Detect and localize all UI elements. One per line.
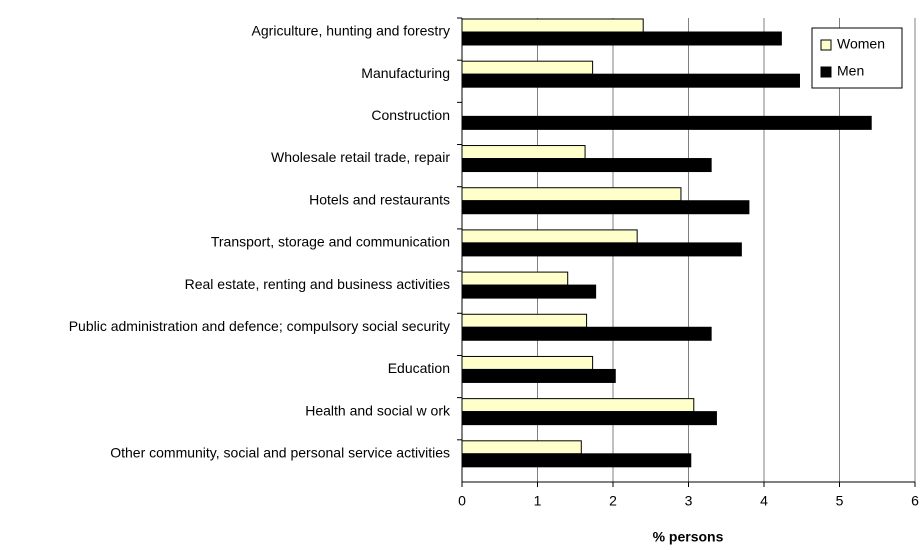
legend-label: Women bbox=[837, 36, 885, 52]
x-tick-label: 6 bbox=[911, 493, 919, 509]
y-tick-label: Transport, storage and communication bbox=[211, 234, 450, 250]
y-tick-label: Education bbox=[388, 360, 450, 376]
legend-swatch bbox=[820, 66, 832, 78]
bar bbox=[461, 229, 638, 244]
bar bbox=[461, 326, 712, 341]
y-tick-label: Agriculture, hunting and forestry bbox=[252, 23, 450, 39]
x-axis-label: % persons bbox=[653, 529, 724, 545]
bar bbox=[461, 398, 695, 413]
y-tick-label: Real estate, renting and business activi… bbox=[185, 276, 450, 292]
y-tick-label: Wholesale retail trade, repair bbox=[271, 149, 450, 165]
legend-label: Men bbox=[837, 63, 864, 79]
x-tick-label: 5 bbox=[836, 493, 844, 509]
x-tick-label: 2 bbox=[609, 493, 617, 509]
bar bbox=[461, 115, 872, 130]
x-tick-label: 1 bbox=[534, 493, 542, 509]
bar bbox=[461, 355, 594, 370]
bar bbox=[461, 284, 597, 299]
legend-box bbox=[811, 27, 903, 89]
bar bbox=[461, 242, 742, 257]
x-tick-label: 0 bbox=[458, 493, 466, 509]
x-tick-label: 4 bbox=[760, 493, 768, 509]
bar bbox=[461, 187, 682, 202]
bar bbox=[461, 313, 588, 328]
bar bbox=[461, 60, 594, 75]
bar bbox=[461, 145, 586, 160]
y-tick-label: Manufacturing bbox=[361, 65, 450, 81]
y-tick-label: Construction bbox=[371, 107, 450, 123]
bar bbox=[461, 411, 717, 426]
y-tick-label: Health and social w ork bbox=[305, 402, 451, 418]
y-tick-label: Other community, social and personal ser… bbox=[110, 445, 450, 461]
y-tick-label: Public administration and defence; compu… bbox=[69, 318, 450, 334]
bar bbox=[461, 18, 644, 33]
x-tick-label: 3 bbox=[685, 493, 693, 509]
bar bbox=[461, 158, 712, 173]
bar bbox=[461, 73, 800, 88]
bar bbox=[461, 453, 692, 468]
bar bbox=[461, 368, 616, 383]
legend-swatch bbox=[820, 39, 832, 51]
bar bbox=[461, 31, 782, 46]
bar bbox=[461, 440, 582, 455]
y-tick-label: Hotels and restaurants bbox=[309, 191, 450, 207]
bar bbox=[461, 271, 569, 286]
bar bbox=[461, 200, 750, 215]
